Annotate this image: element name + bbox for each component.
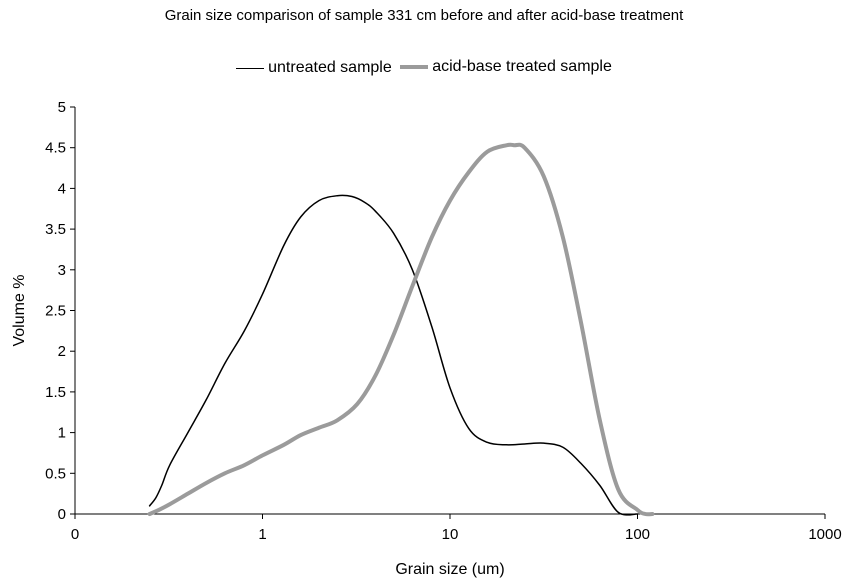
- y-tick-label: 3.5: [45, 221, 66, 238]
- y-tick-label: 0: [58, 506, 66, 523]
- y-tick-label: 0.5: [45, 465, 66, 482]
- y-tick-label: 2.5: [45, 303, 66, 320]
- y-tick-label: 2: [58, 343, 66, 360]
- y-tick-label: 5: [58, 99, 66, 116]
- legend-item-untreated: untreated sample: [236, 59, 392, 77]
- y-axis-title: Volume %: [11, 274, 28, 346]
- legend-swatch-untreated: [236, 67, 265, 69]
- legend-swatch-treated: [400, 65, 429, 69]
- series-line-treated: [147, 142, 655, 517]
- x-tick-label: 10: [442, 526, 459, 543]
- legend-label-treated: acid-base treated sample: [432, 58, 612, 75]
- x-tick-label: 100: [625, 526, 650, 543]
- chart-title: Grain size comparison of sample 331 cm b…: [164, 7, 684, 24]
- y-tick-label: 3: [58, 262, 66, 279]
- legend-item-treated: acid-base treated sample: [400, 58, 612, 76]
- x-tick-label: 0: [71, 526, 79, 543]
- legend: untreated sample acid-base treated sampl…: [0, 56, 848, 77]
- x-tick-label: 1000: [808, 526, 841, 543]
- y-tick-label: 4.5: [45, 140, 66, 157]
- y-tick-label: 1: [58, 425, 66, 442]
- x-axis-title: Grain size (um): [395, 561, 504, 578]
- y-tick-label: 1.5: [45, 384, 66, 401]
- y-tick-label: 4: [58, 180, 66, 197]
- series-line-untreated: [148, 194, 639, 516]
- legend-label-untreated: untreated sample: [268, 59, 392, 77]
- x-tick-label: 1: [258, 526, 266, 543]
